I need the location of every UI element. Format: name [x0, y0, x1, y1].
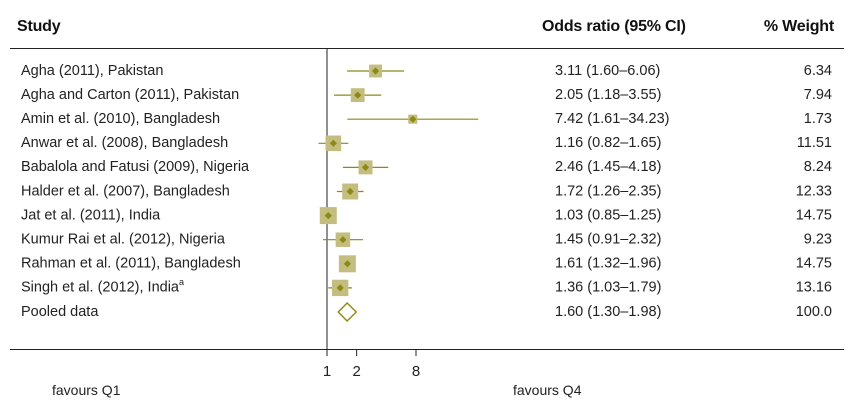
study-label: Jat et al. (2011), India	[21, 207, 161, 223]
weight-value: 12.33	[796, 183, 832, 199]
weight-value: 14.75	[796, 207, 832, 223]
study-label: Babalola and Fatusi (2009), Nigeria	[21, 159, 250, 175]
odds-ratio-ci: 3.11 (1.60–6.06)	[555, 63, 660, 79]
study-row	[334, 88, 382, 103]
study-row	[342, 160, 389, 175]
study-label: Agha and Carton (2011), Pakistan	[21, 87, 239, 103]
point-estimate	[329, 139, 337, 147]
odds-ratio-ci: 7.42 (1.61–34.23)	[555, 111, 669, 127]
header-rule	[10, 48, 844, 49]
odds-ratio-ci: 2.46 (1.45–4.18)	[555, 159, 661, 175]
point-estimate	[354, 91, 362, 99]
study-label: Amin et al. (2010), Bangladesh	[21, 111, 220, 127]
weight-value: 13.16	[796, 280, 832, 296]
study-row	[322, 232, 364, 247]
header-odds-ratio: Odds ratio (95% CI)	[542, 18, 686, 35]
weight-value: 11.51	[797, 135, 832, 151]
study-label: Rahman et al. (2011), Bangladesh	[21, 256, 241, 272]
point-estimate	[346, 187, 354, 196]
weight-value: 6.34	[804, 63, 832, 79]
weight-value: 14.75	[796, 256, 832, 272]
favours-right-label: favours Q4	[513, 382, 582, 398]
weight-value: 9.23	[804, 232, 832, 248]
point-estimate	[343, 260, 351, 268]
point-estimate	[339, 236, 347, 244]
weight-value: 7.94	[804, 87, 832, 103]
odds-ratio-ci: 2.05 (1.18–3.55)	[555, 87, 661, 103]
pooled-odds-ratio-ci: 1.60 (1.30–1.98)	[555, 304, 661, 320]
header-weight: % Weight	[763, 18, 834, 35]
study-row	[347, 64, 405, 78]
point-estimate	[371, 67, 380, 75]
study-label: Kumur Rai et al. (2012), Nigeria	[21, 232, 226, 248]
footer-rule	[10, 349, 844, 350]
study-row	[328, 279, 352, 297]
study-row	[336, 183, 364, 200]
odds-ratio-ci: 1.03 (0.85–1.25)	[555, 207, 661, 223]
weight-value: 8.24	[804, 159, 832, 175]
point-estimate	[324, 212, 332, 220]
study-label: Agha (2011), Pakistan	[21, 63, 163, 79]
study-label: Anwar et al. (2008), Bangladesh	[21, 135, 228, 151]
point-estimate	[336, 284, 344, 292]
odds-ratio-ci: 1.16 (0.82–1.65)	[555, 135, 661, 151]
pooled-weight-value: 100.0	[796, 304, 832, 320]
point-estimate	[409, 115, 417, 123]
study-row	[319, 207, 337, 225]
pooled-label: Pooled data	[21, 304, 99, 320]
axis-tick-label: 8	[412, 363, 420, 380]
odds-ratio-ci: 1.45 (0.91–2.32)	[555, 232, 661, 248]
study-row	[318, 135, 349, 152]
study-row	[338, 255, 356, 273]
odds-ratio-ci: 1.72 (1.26–2.35)	[555, 183, 661, 199]
study-row	[347, 114, 479, 124]
pooled-diamond	[337, 302, 358, 322]
study-label: Singh et al. (2012), Indiaa	[21, 277, 184, 295]
odds-ratio-ci: 1.36 (1.03–1.79)	[555, 280, 661, 296]
favours-left-label: favours Q1	[52, 382, 121, 398]
header-study: Study	[17, 18, 61, 35]
point-estimate	[361, 163, 370, 171]
weight-value: 1.73	[804, 111, 832, 127]
axis-tick-label: 1	[323, 363, 331, 380]
study-superscript: a	[179, 277, 184, 287]
study-label: Halder et al. (2007), Bangladesh	[21, 183, 230, 199]
axis-tick-label: 2	[352, 363, 360, 380]
odds-ratio-ci: 1.61 (1.32–1.96)	[555, 256, 661, 272]
